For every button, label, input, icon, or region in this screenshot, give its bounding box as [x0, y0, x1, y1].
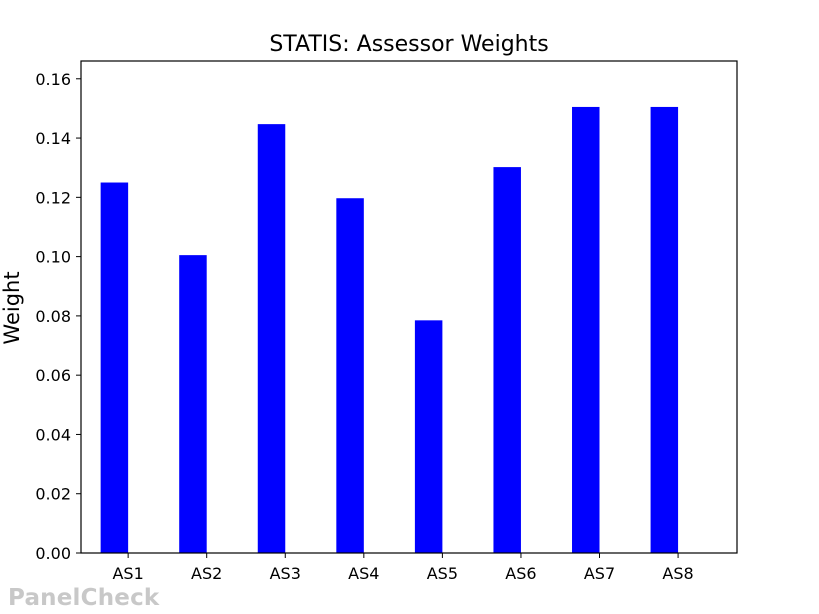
bar-as4 [336, 198, 364, 553]
y-tick-label: 0.16 [35, 70, 71, 89]
bars-group [100, 106, 679, 554]
x-tick-label: AS6 [505, 564, 536, 583]
bar-as6 [493, 167, 521, 553]
y-tick-label: 0.10 [35, 248, 71, 267]
bar-as1 [100, 182, 129, 553]
x-axis: AS1 AS2 AS3 AS4 AS5 AS6 AS7 AS8 [112, 553, 694, 583]
y-tick-label: 0.08 [35, 307, 71, 326]
bar-as7 [572, 106, 600, 553]
y-tick-label: 0.14 [35, 129, 71, 148]
chart-title: STATIS: Assessor Weights [269, 32, 548, 57]
plot-frame [80, 60, 738, 554]
y-tick-label: 0.12 [35, 188, 71, 207]
y-tick-label: 0.00 [35, 544, 71, 563]
y-axis-label: Weight [0, 271, 24, 344]
y-tick-label: 0.02 [35, 485, 71, 504]
y-tick-label: 0.04 [35, 425, 71, 444]
bar-as5 [414, 320, 443, 553]
y-tick-label: 0.06 [35, 366, 71, 385]
watermark-logo: PanelCheck [8, 585, 160, 611]
bar-as8 [650, 106, 679, 553]
x-tick-label: AS2 [191, 564, 222, 583]
x-tick-label: AS1 [112, 564, 143, 583]
x-tick-label: AS8 [662, 564, 693, 583]
x-tick-label: AS3 [270, 564, 301, 583]
x-tick-label: AS5 [427, 564, 458, 583]
bar-as3 [257, 124, 286, 553]
bar-as2 [179, 255, 207, 554]
x-tick-label: AS4 [348, 564, 379, 583]
x-tick-label: AS7 [584, 564, 615, 583]
y-axis: 0.00 0.02 0.04 0.06 0.08 0.10 0.12 0.14 0.16 [35, 70, 81, 563]
